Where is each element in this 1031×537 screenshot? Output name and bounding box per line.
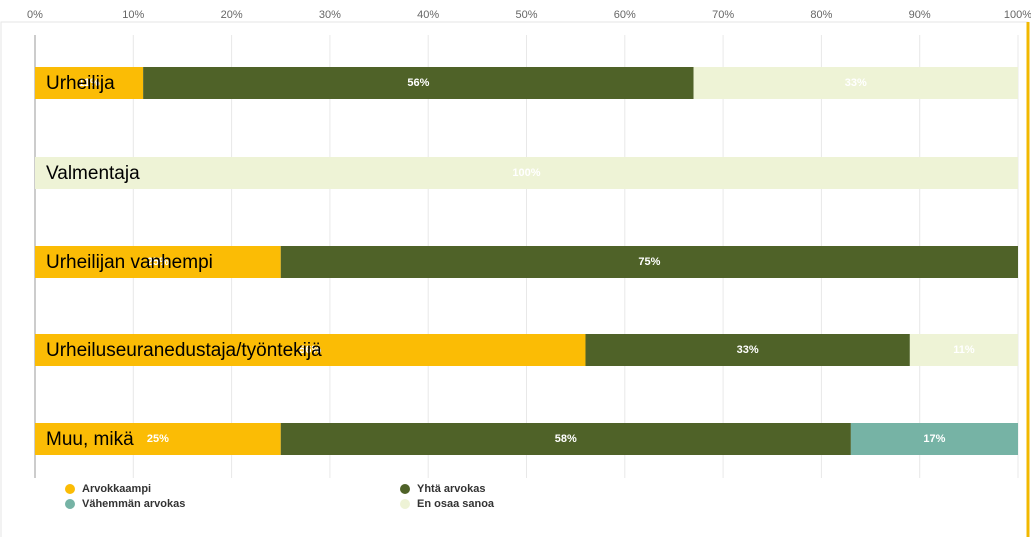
x-tick-label: 100% xyxy=(1004,9,1031,21)
bar-segment xyxy=(35,246,281,278)
value-label: 58% xyxy=(555,433,577,445)
value-label: 33% xyxy=(845,77,867,89)
bar-segment xyxy=(35,67,144,99)
x-tick-label: 40% xyxy=(417,9,439,21)
legend-label: Arvokkaampi xyxy=(82,483,151,495)
category-label: Urheilija xyxy=(46,73,115,94)
x-tick-label: 10% xyxy=(122,9,144,21)
legend-label: Yhtä arvokas xyxy=(417,483,485,495)
x-tick-label: 60% xyxy=(614,9,636,21)
x-tick-label: 30% xyxy=(319,9,341,21)
category-label: Urheilijan vanhempi xyxy=(46,252,213,273)
bar-segment xyxy=(35,423,281,455)
legend-label: Vähemmän arvokas xyxy=(82,498,185,510)
x-tick-label: 80% xyxy=(810,9,832,21)
value-label: 25% xyxy=(147,256,169,268)
value-label: 11% xyxy=(953,344,975,356)
value-label: 11% xyxy=(78,77,100,89)
value-label: 100% xyxy=(512,167,540,179)
value-label: 25% xyxy=(147,433,169,445)
legend-swatch xyxy=(400,499,410,509)
bar-segment xyxy=(35,157,1018,189)
x-tick-label: 90% xyxy=(909,9,931,21)
bar-segment xyxy=(850,423,1018,455)
bar-segment xyxy=(909,334,1018,366)
x-tick-label: 20% xyxy=(221,9,243,21)
legend-label: En osaa sanoa xyxy=(417,498,495,510)
x-tick-label: 70% xyxy=(712,9,734,21)
bar-segment xyxy=(143,67,694,99)
bar-segment xyxy=(280,246,1018,278)
category-label: Valmentaja xyxy=(46,163,140,184)
category-label: Muu, mikä xyxy=(46,429,134,450)
value-label: 75% xyxy=(638,256,660,268)
value-label: 56% xyxy=(407,77,429,89)
value-label: 17% xyxy=(923,433,945,445)
legend-swatch xyxy=(65,499,75,509)
value-label: 33% xyxy=(737,344,759,356)
x-tick-label: 50% xyxy=(515,9,537,21)
frame xyxy=(0,21,1029,537)
legend-swatch xyxy=(65,484,75,494)
bar-segment xyxy=(585,334,910,366)
value-label: 56% xyxy=(299,344,321,356)
bar-segment xyxy=(693,67,1018,99)
legend-swatch xyxy=(400,484,410,494)
category-label: Urheiluseuranedustaja/työntekijä xyxy=(46,340,322,361)
bar-segment xyxy=(280,423,851,455)
bar-segment xyxy=(35,334,586,366)
x-tick-label: 0% xyxy=(27,9,43,21)
